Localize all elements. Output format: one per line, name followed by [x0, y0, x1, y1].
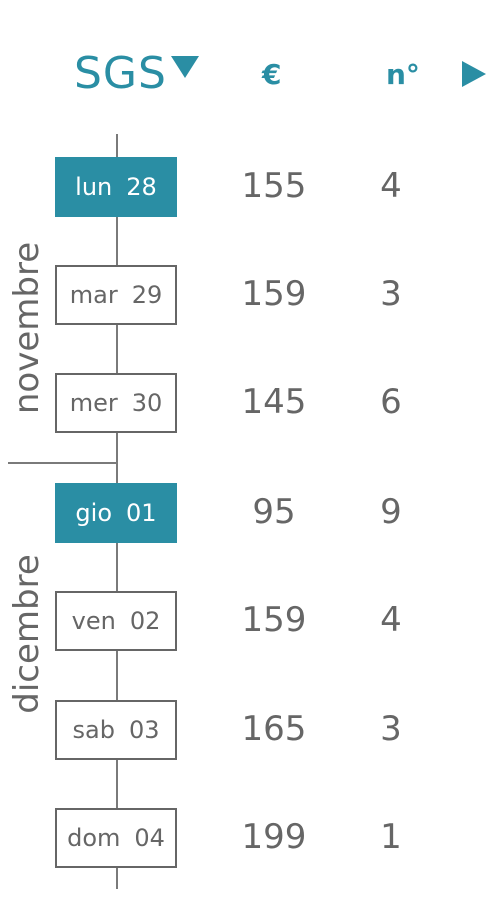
price-value: 159: [241, 274, 307, 314]
day-number: 30: [131, 389, 163, 417]
day-weekday: dom: [67, 824, 121, 852]
play-right-icon: [462, 61, 486, 87]
day-weekday: lun: [75, 173, 113, 201]
month-label-text: novembre: [7, 241, 47, 415]
day-button-lun-28[interactable]: lun 28: [55, 157, 177, 217]
next-button[interactable]: [462, 44, 486, 104]
day-button-mar-29[interactable]: mar 29: [55, 265, 177, 325]
month-label-text: dicembre: [7, 554, 47, 714]
count-column-header: n°: [386, 57, 420, 91]
day-number: 01: [126, 499, 157, 527]
day-button-dom-04[interactable]: dom 04: [55, 808, 177, 868]
caret-down-icon: [170, 56, 199, 78]
day-number: 03: [128, 716, 160, 744]
price-value: 199: [241, 817, 307, 857]
day-button-sab-03[interactable]: sab 03: [55, 700, 177, 760]
price-value: 165: [241, 709, 307, 749]
count-value: 3: [380, 274, 402, 314]
day-number: 29: [131, 281, 163, 309]
day-weekday: ven: [71, 607, 116, 635]
count-value: 9: [380, 492, 402, 532]
day-number: 28: [126, 173, 157, 201]
count-value: 4: [380, 600, 402, 640]
count-value: 3: [380, 709, 402, 749]
day-number: 02: [129, 607, 161, 635]
price-column-header: €: [262, 57, 282, 91]
airport-code: SGS: [74, 48, 167, 99]
month-divider: [8, 462, 118, 464]
day-button-ven-02[interactable]: ven 02: [55, 591, 177, 651]
day-weekday: mer: [69, 389, 118, 417]
day-button-gio-01[interactable]: gio 01: [55, 483, 177, 543]
price-value: 155: [241, 166, 307, 206]
price-value: 95: [252, 492, 296, 532]
day-weekday: mar: [69, 281, 118, 309]
price-value: 159: [241, 600, 307, 640]
count-value: 6: [380, 382, 402, 422]
day-button-mer-30[interactable]: mer 30: [55, 373, 177, 433]
count-value: 4: [380, 166, 402, 206]
count-value: 1: [380, 817, 402, 857]
day-number: 04: [134, 824, 165, 852]
day-weekday: sab: [72, 716, 115, 744]
day-weekday: gio: [75, 499, 113, 527]
airport-selector[interactable]: SGS: [74, 44, 199, 104]
price-value: 145: [241, 382, 307, 422]
